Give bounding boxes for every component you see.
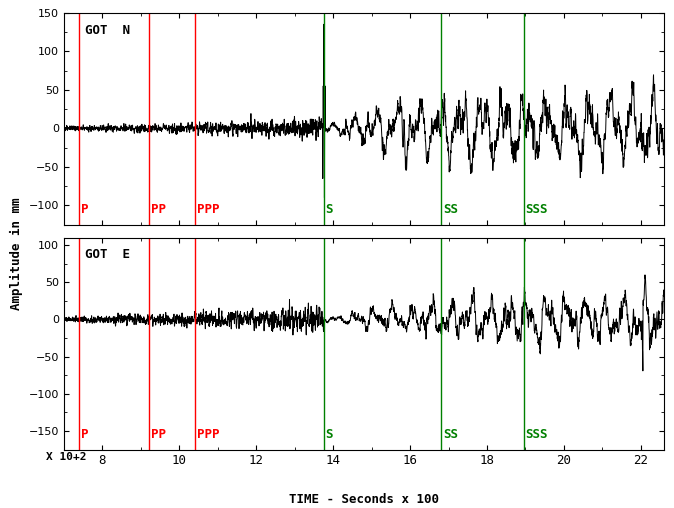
Text: GOT  N: GOT N bbox=[85, 24, 130, 37]
Text: TIME - Seconds x 100: TIME - Seconds x 100 bbox=[289, 493, 439, 506]
Text: PP: PP bbox=[150, 428, 166, 441]
Text: SSS: SSS bbox=[526, 203, 548, 216]
Text: GOT  E: GOT E bbox=[85, 248, 130, 261]
Text: PPP: PPP bbox=[197, 428, 219, 441]
Text: S: S bbox=[326, 428, 333, 441]
Text: P: P bbox=[82, 428, 89, 441]
Text: Amplitude in mm: Amplitude in mm bbox=[10, 198, 23, 310]
Text: PP: PP bbox=[150, 203, 166, 216]
Text: PPP: PPP bbox=[197, 203, 219, 216]
Text: P: P bbox=[82, 203, 89, 216]
Text: S: S bbox=[326, 203, 333, 216]
Text: SSS: SSS bbox=[526, 428, 548, 441]
Text: SS: SS bbox=[443, 203, 458, 216]
Text: SS: SS bbox=[443, 428, 458, 441]
Text: X 10+2: X 10+2 bbox=[46, 452, 86, 462]
